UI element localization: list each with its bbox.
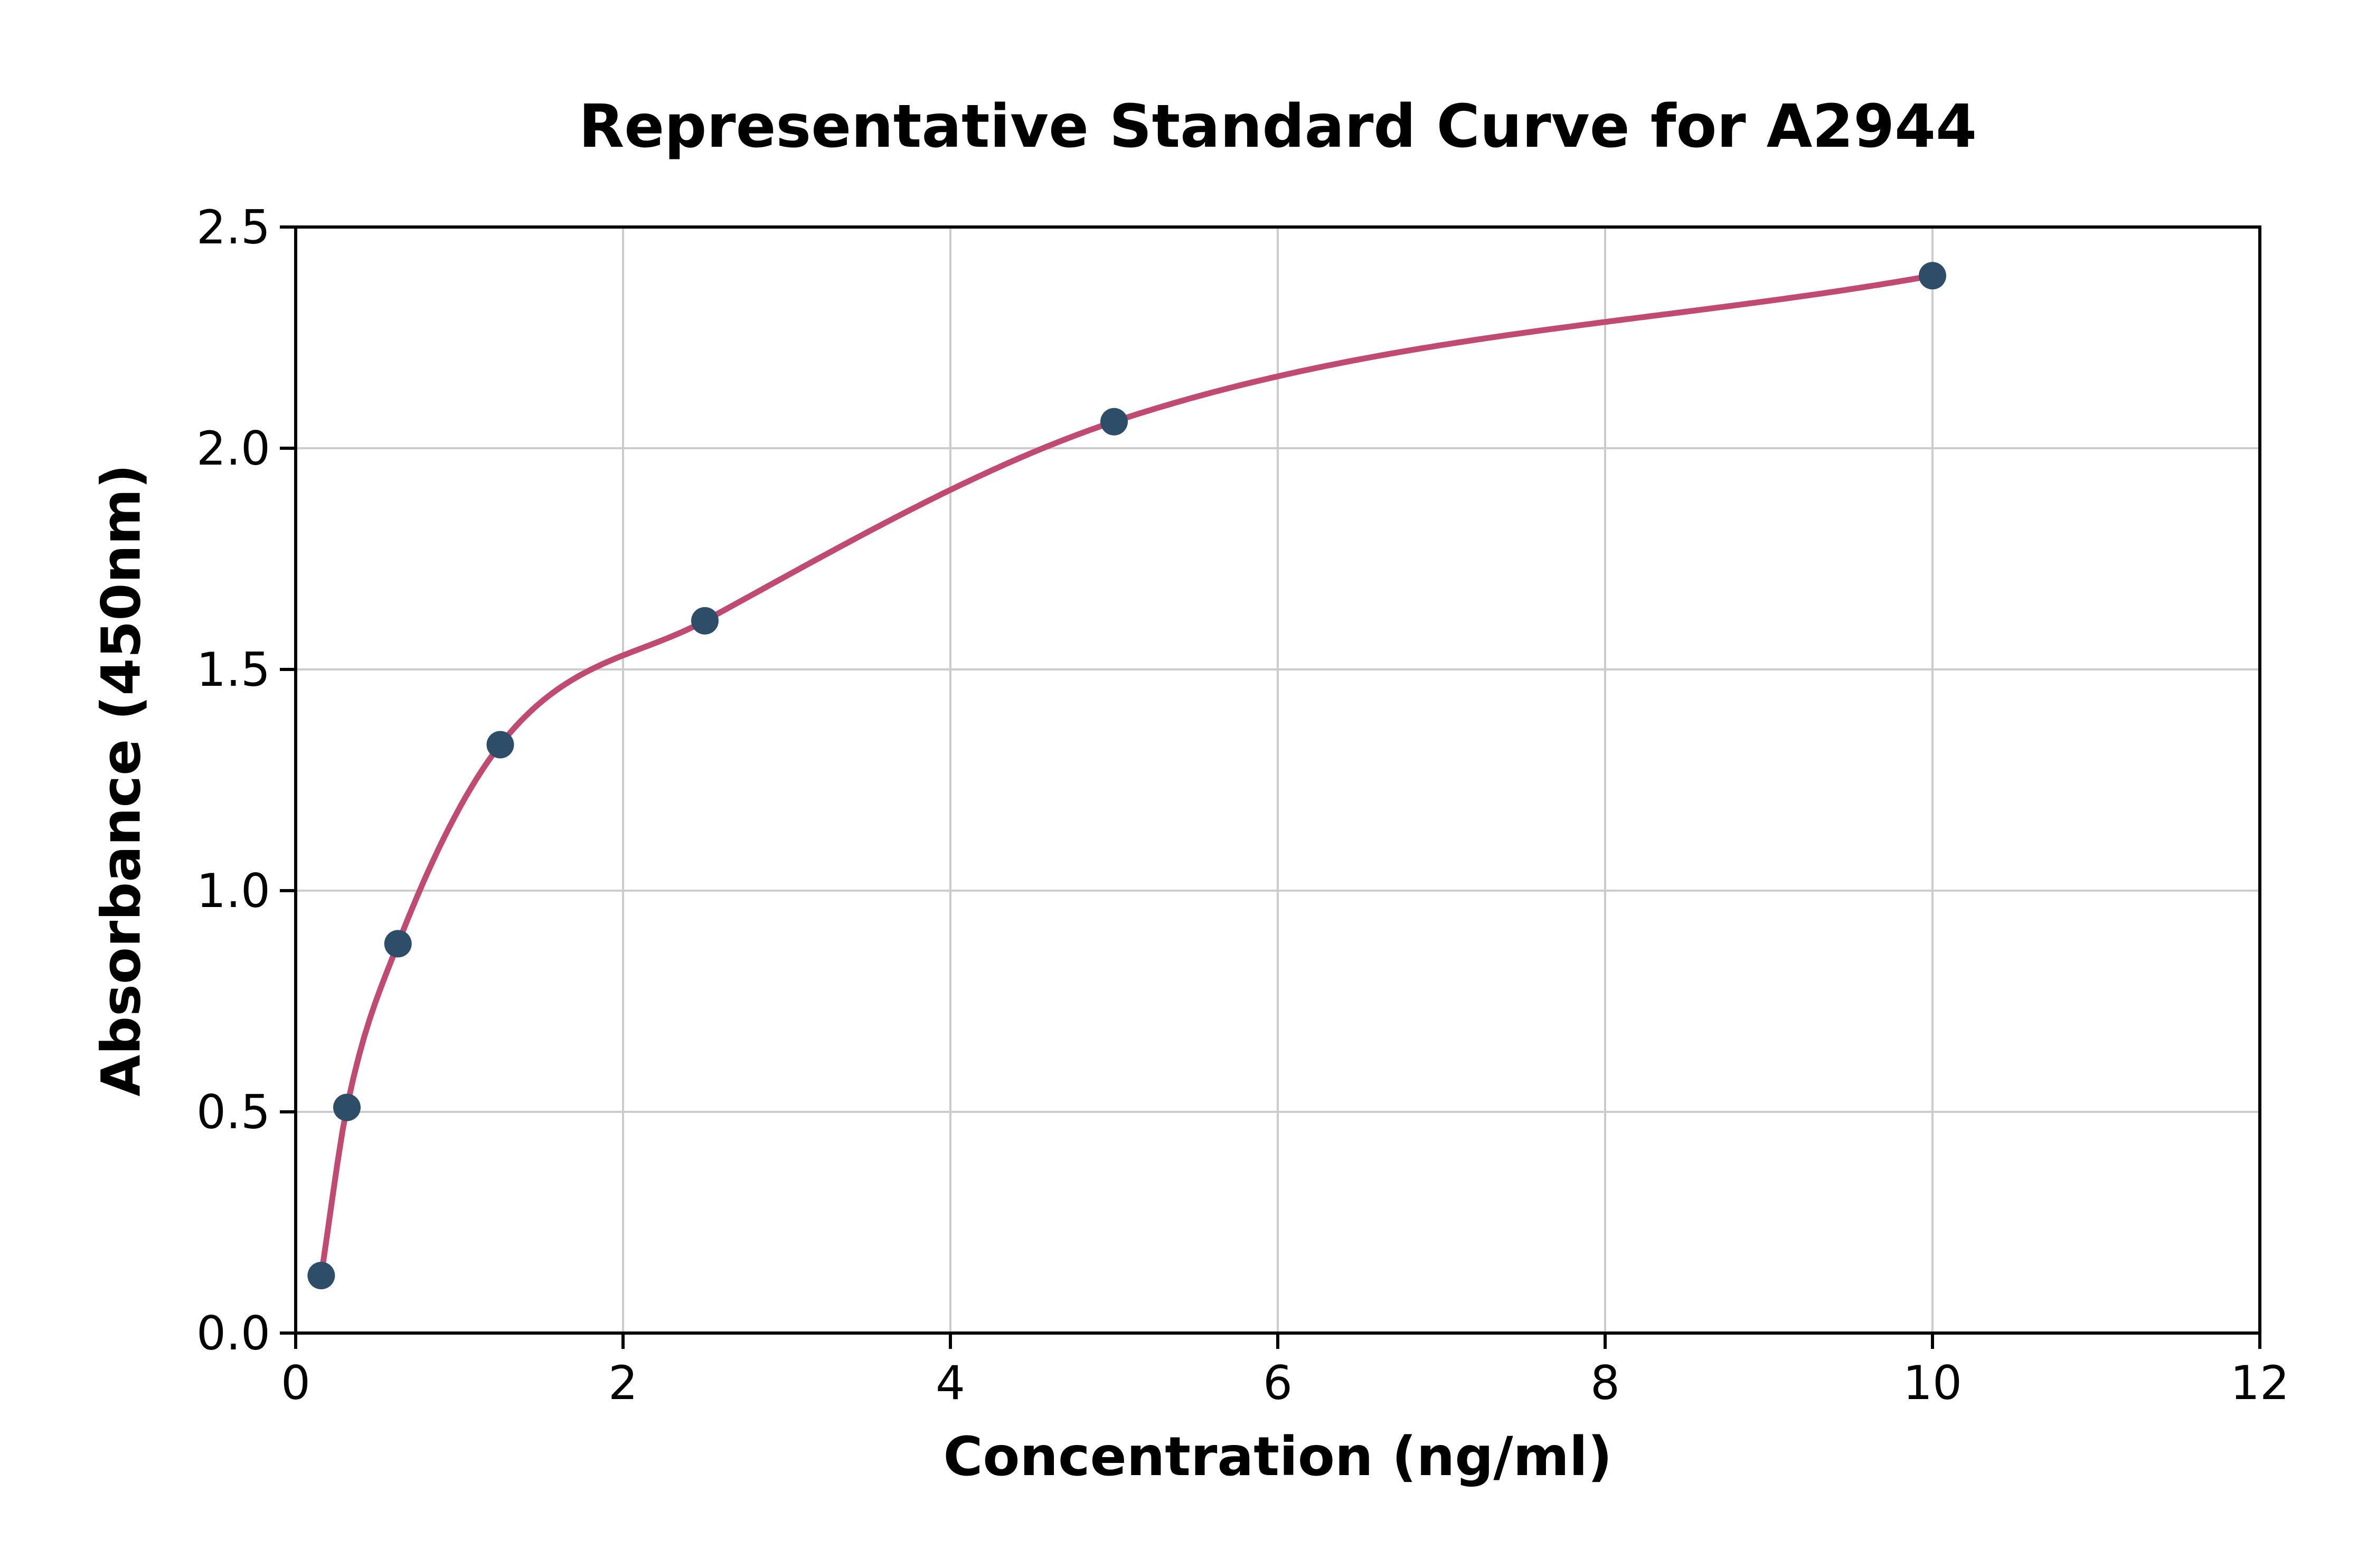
y-tick-label: 0.5 — [196, 1085, 270, 1139]
x-tick-label: 2 — [608, 1356, 638, 1410]
y-tick-label: 1.0 — [196, 864, 270, 918]
x-tick-label: 4 — [936, 1356, 965, 1410]
data-point — [691, 607, 719, 635]
x-axis-label: Concentration (ng/ml) — [943, 1425, 1613, 1488]
x-tick-label: 12 — [2230, 1356, 2289, 1410]
x-tick-label: 0 — [281, 1356, 310, 1410]
y-tick-label: 0.0 — [196, 1306, 270, 1361]
x-tick-label: 10 — [1903, 1356, 1962, 1410]
y-tick-label: 2.0 — [196, 421, 270, 476]
data-point — [486, 731, 514, 759]
data-point — [1100, 408, 1128, 436]
y-tick-label: 2.5 — [196, 200, 270, 254]
data-point — [333, 1093, 361, 1121]
data-point — [307, 1262, 335, 1290]
data-point — [384, 930, 412, 958]
x-tick-label: 8 — [1590, 1356, 1620, 1410]
y-tick-label: 1.5 — [196, 643, 270, 697]
y-axis-label: Absorbance (450nm) — [90, 464, 153, 1097]
chart-title: Representative Standard Curve for A2944 — [578, 92, 1977, 161]
x-tick-label: 6 — [1263, 1356, 1293, 1410]
data-point — [1919, 262, 1946, 290]
